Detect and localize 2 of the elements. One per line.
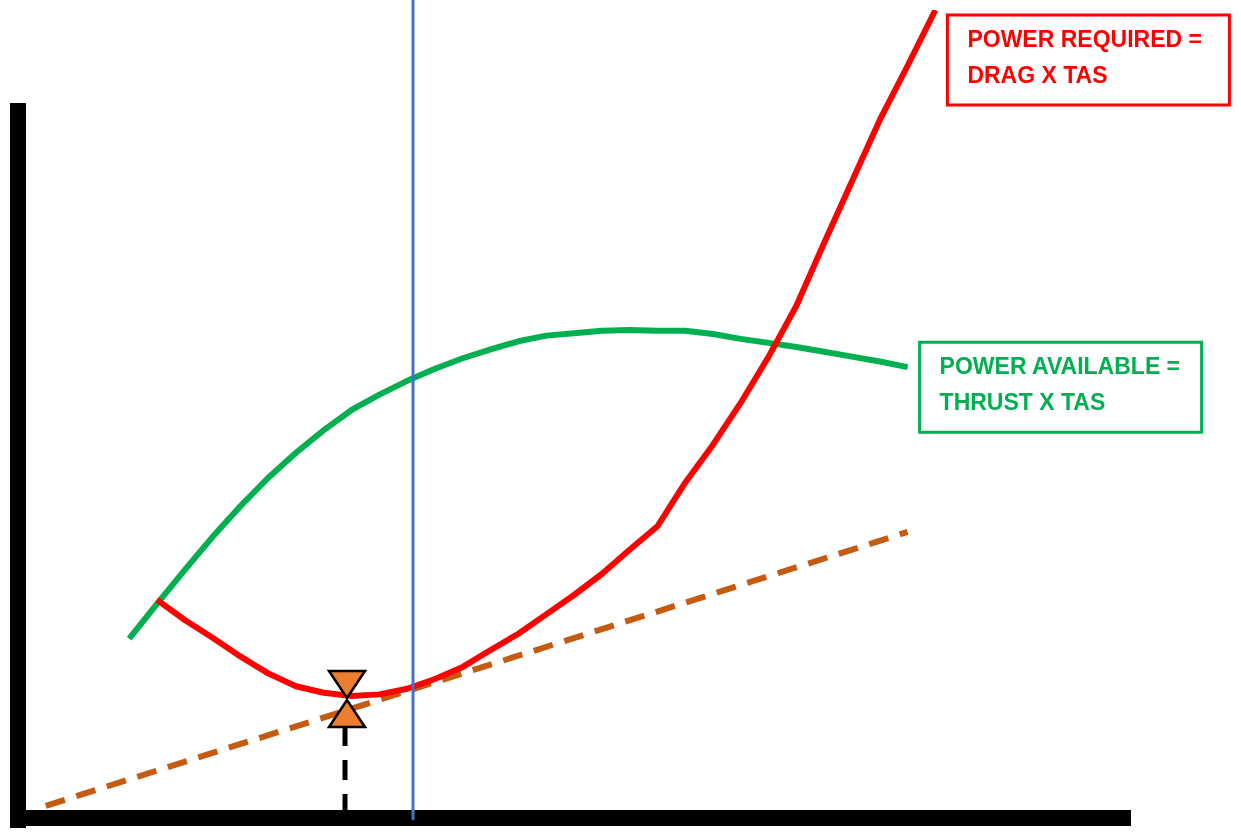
series-label: POWER AVAILABLE = THRUST X TAS [939,353,1181,416]
series-label: POWER REQUIRED = DRAG X TAS [967,26,1202,89]
